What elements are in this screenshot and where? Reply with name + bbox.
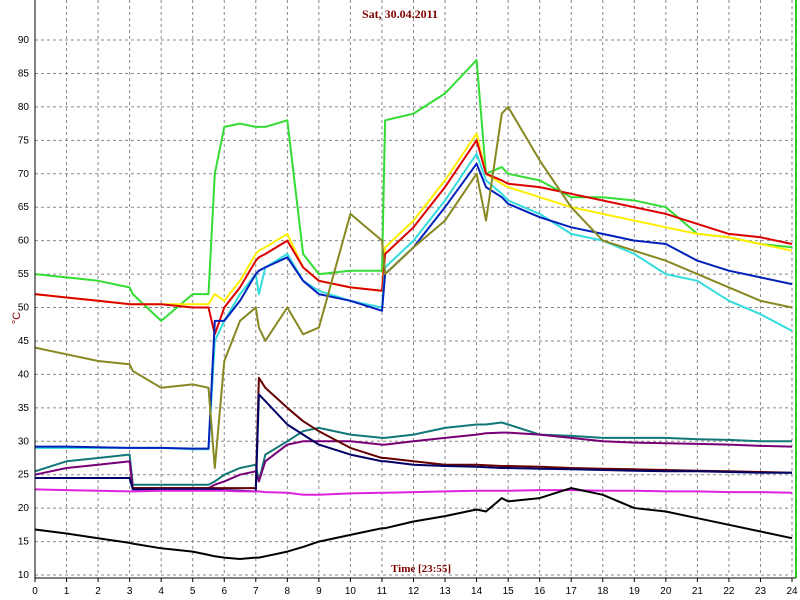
axes <box>34 0 797 579</box>
y-tick-label: 25 <box>18 470 30 481</box>
x-tick-label: 11 <box>377 586 388 597</box>
y-tick-label: 30 <box>18 436 30 447</box>
y-tick-label: 60 <box>18 236 30 247</box>
series-line <box>34 139 793 336</box>
x-tick-label: 12 <box>408 586 420 597</box>
x-axis-label: Time [23:55] <box>391 563 451 575</box>
y-axis-label: °C <box>11 312 23 324</box>
x-tick-label: 0 <box>32 586 38 597</box>
x-tick-label: 24 <box>786 586 798 597</box>
y-tick-label: 20 <box>18 503 30 514</box>
x-tick-label: 20 <box>660 586 672 597</box>
y-tick-label: 40 <box>18 369 30 380</box>
x-tick-label: 4 <box>158 586 164 597</box>
x-tick-label: 19 <box>629 586 641 597</box>
x-tick-label: 23 <box>755 586 767 597</box>
x-tick-label: 10 <box>345 586 357 597</box>
series-line <box>34 487 793 560</box>
y-tick-label: 50 <box>18 303 30 314</box>
y-tick-label: 15 <box>18 537 30 548</box>
x-tick-label: 6 <box>221 586 227 597</box>
plot-lines <box>34 59 793 560</box>
y-tick-label: 85 <box>18 68 30 79</box>
x-tick-label: 18 <box>597 586 609 597</box>
series-line <box>34 59 793 322</box>
y-tick-label: 35 <box>18 403 30 414</box>
x-tick-label: 2 <box>95 586 101 597</box>
series-line <box>35 393 792 493</box>
x-tick-label: 14 <box>471 586 483 597</box>
series-line <box>35 376 793 490</box>
x-tick-label: 13 <box>439 586 451 597</box>
x-tick-label: 7 <box>253 586 259 597</box>
y-tick-label: 70 <box>18 169 30 180</box>
series-line <box>34 105 793 469</box>
x-tick-label: 5 <box>190 586 196 597</box>
y-tick-label: 65 <box>18 202 30 213</box>
x-tick-label: 17 <box>566 586 578 597</box>
x-tick-label: 16 <box>534 586 546 597</box>
chart-title: Sat, 30.04.2011 <box>362 7 438 21</box>
x-tick-label: 9 <box>316 586 322 597</box>
grid <box>34 0 793 576</box>
x-tick-label: 22 <box>723 586 735 597</box>
series-line <box>34 421 792 486</box>
x-tick-label: 3 <box>127 586 133 597</box>
series-line <box>34 488 793 496</box>
x-tick-label: 21 <box>692 586 704 597</box>
y-tick-label: 90 <box>18 35 30 46</box>
x-tick-label: 15 <box>503 586 515 597</box>
y-tick-label: 75 <box>18 135 30 146</box>
x-tick-label: 1 <box>64 586 70 597</box>
y-tick-label: 45 <box>18 336 30 347</box>
series-line <box>35 162 793 450</box>
y-tick-label: 55 <box>18 269 30 280</box>
x-tick-label: 8 <box>285 586 291 597</box>
y-tick-label: 10 <box>18 570 30 581</box>
y-tick-label: 80 <box>18 102 30 113</box>
